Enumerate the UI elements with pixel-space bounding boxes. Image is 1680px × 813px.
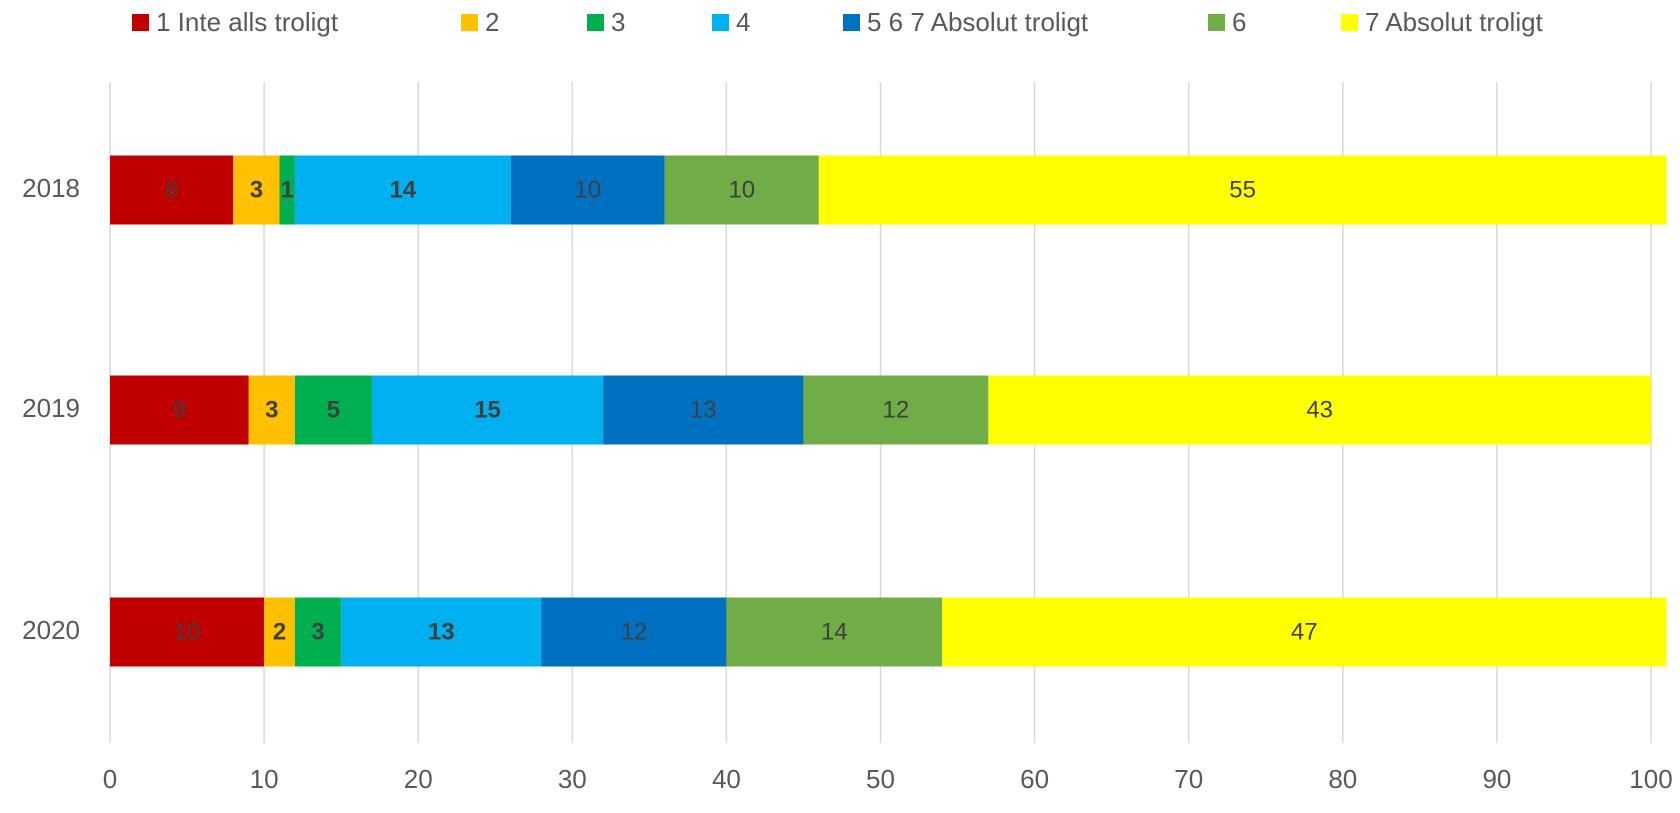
data-label: 55 [1229, 176, 1256, 203]
data-label: 14 [389, 176, 416, 203]
x-tick-label: 70 [1174, 764, 1203, 794]
data-label: 13 [690, 396, 717, 423]
bar-segment [818, 155, 1667, 225]
data-label: 10 [174, 618, 201, 645]
data-label: 8 [165, 176, 178, 203]
data-label: 3 [265, 396, 278, 423]
data-label: 14 [821, 618, 848, 645]
bar-segment [988, 375, 1651, 445]
x-tick-label: 90 [1482, 764, 1511, 794]
bar-segment [294, 155, 511, 225]
x-tick-label: 50 [866, 764, 895, 794]
bar-segment [233, 155, 280, 225]
legend-swatch [461, 14, 478, 31]
legend-label: 5 6 7 Absolut troligt [867, 7, 1089, 37]
bar-segment [248, 375, 295, 445]
bar-segment [264, 597, 295, 667]
data-label: 3 [311, 618, 324, 645]
data-label: 10 [728, 176, 755, 203]
legend-swatch [132, 14, 149, 31]
data-label: 9 [173, 396, 186, 423]
y-tick-label: 2019 [22, 393, 80, 423]
legend-label: 1 Inte alls troligt [156, 7, 339, 37]
legend-swatch [587, 14, 604, 31]
data-label: 12 [621, 618, 648, 645]
data-label: 10 [574, 176, 601, 203]
bar-segment [803, 375, 989, 445]
legend-label: 3 [611, 7, 625, 37]
y-tick-label: 2020 [22, 615, 80, 645]
bar-segment [110, 375, 249, 445]
bar-segment [294, 597, 342, 667]
bar-segment [294, 375, 372, 445]
bar-segment [664, 155, 819, 225]
bar-segment [726, 597, 943, 667]
x-tick-label: 60 [1020, 764, 1049, 794]
data-label: 3 [250, 176, 263, 203]
legend-label: 6 [1232, 7, 1246, 37]
bar-segment [110, 155, 234, 225]
x-tick-label: 40 [712, 764, 741, 794]
legend-swatch [712, 14, 729, 31]
legend-swatch [843, 14, 860, 31]
x-tick-label: 30 [558, 764, 587, 794]
x-tick-label: 10 [250, 764, 279, 794]
data-label: 12 [883, 396, 910, 423]
bar-segment [942, 597, 1667, 667]
data-label: 5 [327, 396, 340, 423]
x-tick-label: 100 [1629, 764, 1672, 794]
data-label: 2 [273, 618, 286, 645]
legend-swatch [1208, 14, 1225, 31]
legend-label: 7 Absolut troligt [1365, 7, 1544, 37]
x-tick-label: 80 [1328, 764, 1357, 794]
legend-label: 2 [485, 7, 499, 37]
bar-segment [341, 597, 542, 667]
bar-segment [279, 155, 295, 225]
x-tick-label: 20 [404, 764, 433, 794]
bar-segment [603, 375, 804, 445]
legend-swatch [1341, 14, 1358, 31]
data-label: 1 [281, 176, 294, 203]
data-label: 13 [428, 618, 455, 645]
bar-segment [110, 597, 265, 667]
y-tick-label: 2018 [22, 173, 80, 203]
x-tick-label: 0 [103, 764, 117, 794]
data-label: 47 [1291, 618, 1318, 645]
bar-segment [541, 597, 727, 667]
bar-segment [371, 375, 604, 445]
legend-label: 4 [736, 7, 750, 37]
bar-segment [510, 155, 665, 225]
data-label: 15 [474, 396, 501, 423]
data-label: 43 [1306, 396, 1333, 423]
